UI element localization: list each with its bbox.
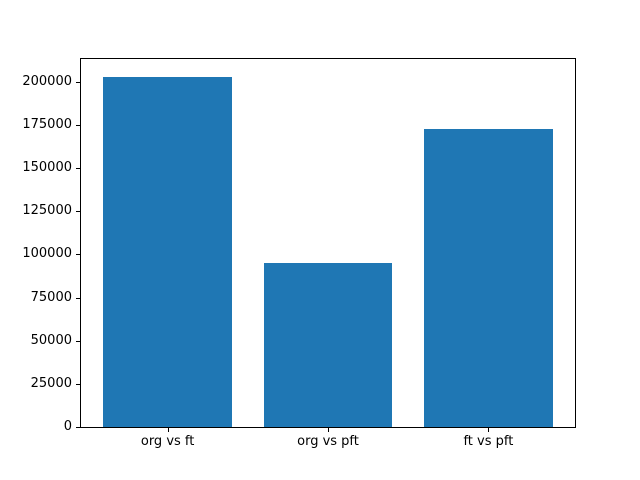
- y-axis-tick: [76, 383, 80, 385]
- y-axis-tick: [76, 211, 80, 213]
- y-axis-tick: [76, 340, 80, 342]
- y-axis-tick: [76, 297, 80, 299]
- y-axis-tick: [76, 81, 80, 83]
- y-tick-label: 175000: [22, 116, 72, 132]
- y-tick-label: 25000: [30, 375, 72, 391]
- x-tick-label: org vs ft: [140, 434, 195, 449]
- x-axis-tick: [328, 428, 329, 432]
- y-axis-tick: [76, 254, 80, 256]
- x-axis-tick: [167, 428, 169, 432]
- y-tick-label: 50000: [30, 332, 72, 348]
- y-tick-label: 0: [63, 419, 72, 434]
- y-tick-label: 100000: [22, 246, 72, 262]
- y-axis-tick: [76, 168, 80, 170]
- x-axis-tick: [488, 428, 490, 432]
- plot-area: [80, 58, 576, 428]
- x-tick-label: ft vs pft: [463, 434, 514, 449]
- y-tick-label: 75000: [30, 289, 72, 305]
- bar-org-vs-pft: [263, 263, 393, 427]
- y-tick-label: 200000: [22, 73, 72, 89]
- x-tick-label: org vs pft: [297, 434, 359, 449]
- bar-ft-vs-pft: [424, 129, 553, 427]
- y-axis-tick: [76, 124, 80, 126]
- y-axis-tick: [76, 427, 80, 428]
- y-tick-label: 150000: [22, 160, 72, 176]
- y-tick-label: 125000: [22, 203, 72, 219]
- bar-org-vs-ft: [103, 76, 232, 427]
